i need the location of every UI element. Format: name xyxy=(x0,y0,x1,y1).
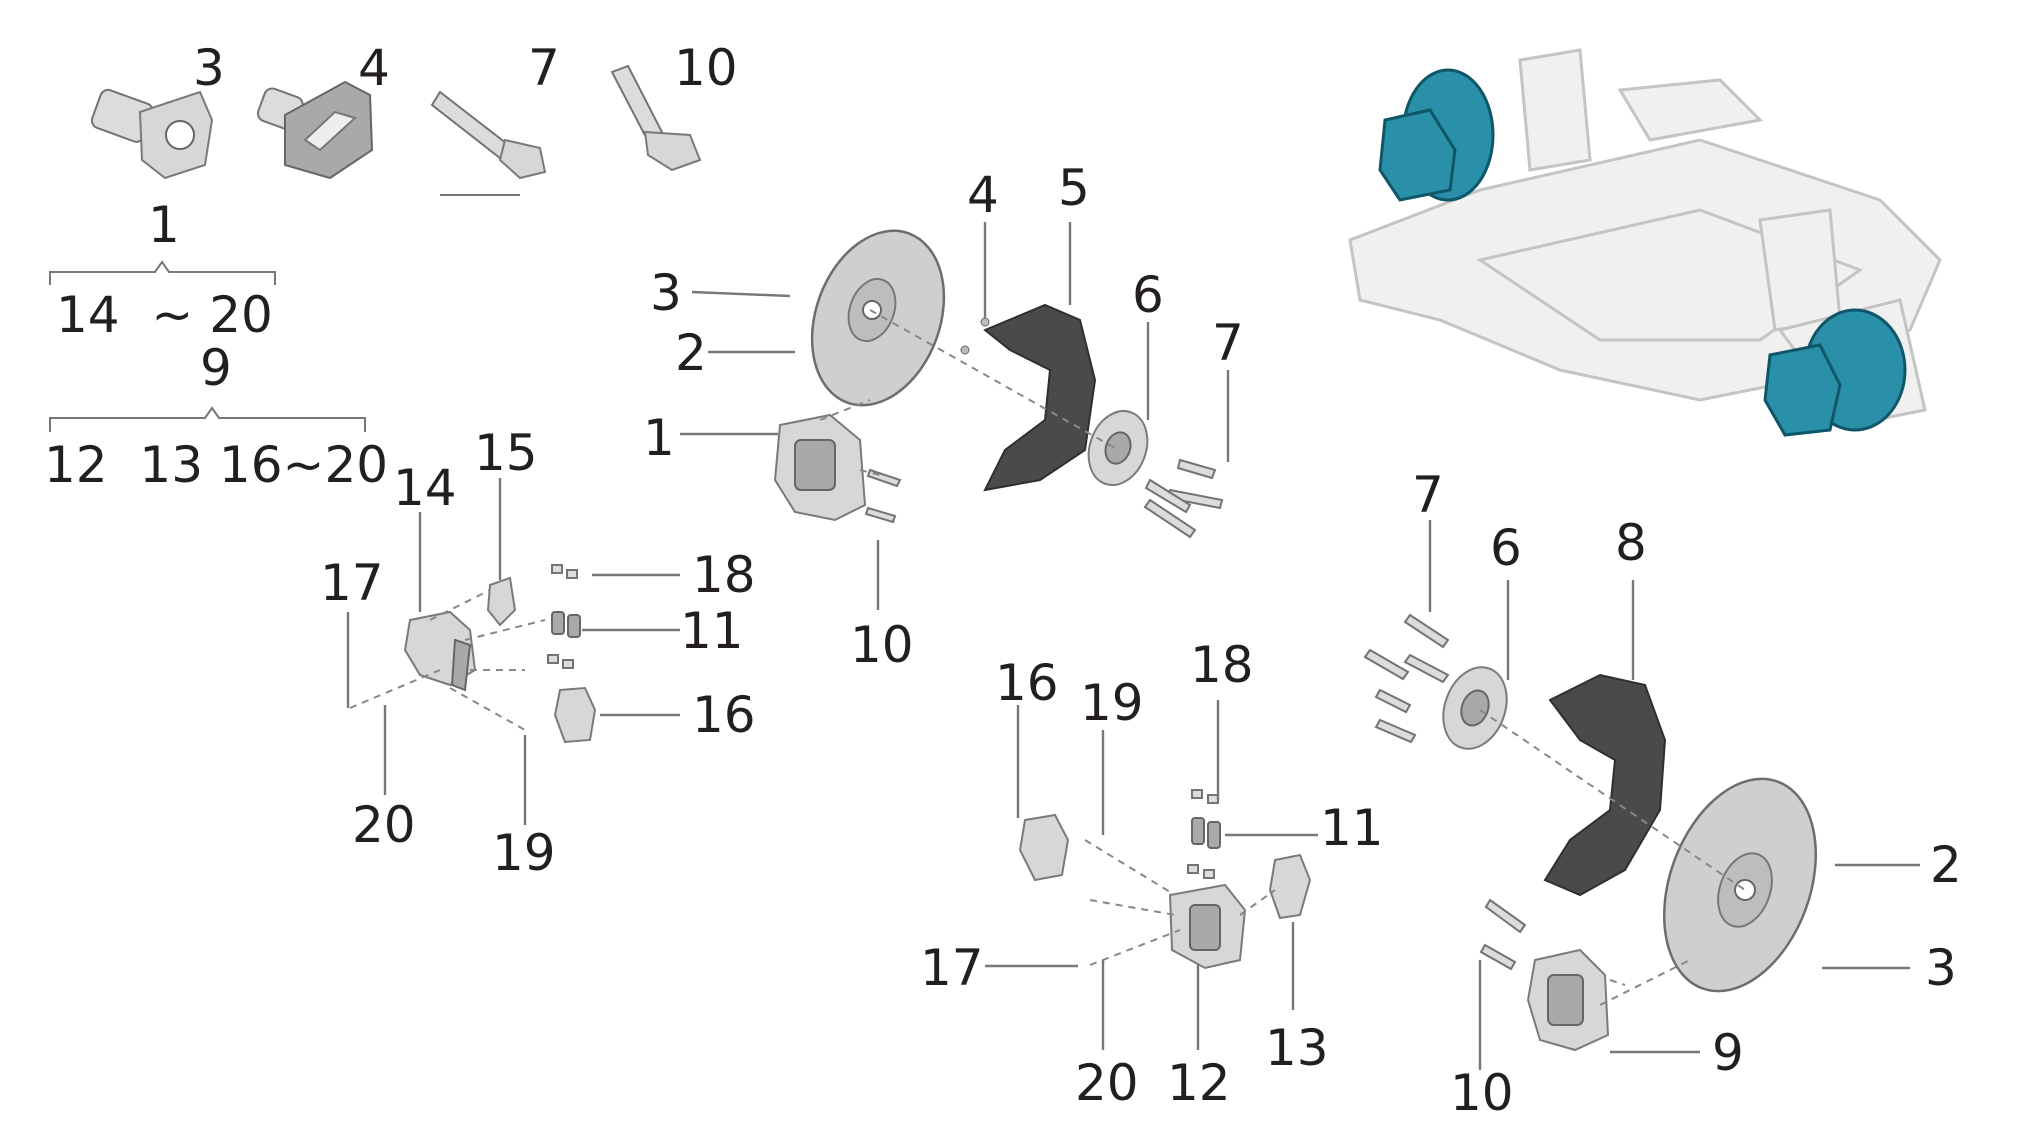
front-brake-assembly: 4 5 3 2 6 7 1 10 xyxy=(643,159,1244,674)
lcal-label-20: 20 xyxy=(352,796,416,854)
rear-label-6: 6 xyxy=(1490,519,1522,577)
lcal-label-14: 14 xyxy=(393,459,457,517)
legend-range-b: 12 13 16~20 xyxy=(44,436,388,494)
lcal-label-16: 16 xyxy=(692,686,756,744)
front-label-3: 3 xyxy=(650,264,682,322)
legend-bolt-10 xyxy=(610,64,702,172)
overview-brake-right xyxy=(1763,308,1907,437)
lcal-label-19: 19 xyxy=(492,824,556,882)
rcal-label-20: 20 xyxy=(1075,1054,1139,1112)
rear-label-9: 9 xyxy=(1712,1024,1744,1082)
subframe-overview xyxy=(1348,48,1942,437)
rear-dust-shield xyxy=(1543,673,1667,897)
rcal-label-13: 13 xyxy=(1265,1019,1329,1077)
rcal-label-12: 12 xyxy=(1167,1054,1231,1112)
front-label-7: 7 xyxy=(1212,314,1244,372)
right-clips xyxy=(1187,789,1219,879)
overview-brake-left xyxy=(1378,68,1495,202)
rear-label-8: 8 xyxy=(1615,514,1647,572)
front-label-10: 10 xyxy=(850,616,914,674)
rcal-label-19: 19 xyxy=(1080,674,1144,732)
rcal-label-17: 17 xyxy=(920,939,984,997)
rear-bolts xyxy=(1363,613,1527,971)
rcal-label-16: 16 xyxy=(995,654,1059,712)
left-caliper-exploded: 15 14 17 18 11 16 20 19 xyxy=(320,424,756,882)
rear-hub-bearing xyxy=(1442,666,1508,750)
lcal-label-15: 15 xyxy=(474,424,538,482)
rear-label-7: 7 xyxy=(1412,466,1444,524)
rear-label-10: 10 xyxy=(1450,1064,1514,1122)
front-label-1: 1 xyxy=(643,409,675,467)
right-caliper-carrier xyxy=(1268,853,1312,920)
rear-brake-assembly: 7 6 8 2 3 9 10 xyxy=(1363,466,1962,1122)
front-label-5: 5 xyxy=(1058,159,1090,217)
rcal-label-11: 11 xyxy=(1320,799,1384,857)
right-actuator xyxy=(1018,813,1070,882)
legend-label-1: 1 xyxy=(148,196,180,254)
legend-label-10: 10 xyxy=(674,39,738,97)
right-brake-pads xyxy=(1191,817,1221,849)
legend-label-3: 3 xyxy=(193,39,225,97)
front-caliper xyxy=(773,413,867,522)
legend-label-7: 7 xyxy=(528,39,560,97)
left-brake-pads xyxy=(551,611,581,638)
front-bolts xyxy=(864,317,1224,539)
front-label-6: 6 xyxy=(1132,266,1164,324)
front-label-4: 4 xyxy=(967,166,999,224)
left-caliper-carrier xyxy=(486,576,517,627)
rear-label-2: 2 xyxy=(1930,836,1962,894)
rear-caliper xyxy=(1526,948,1610,1052)
lcal-label-11: 11 xyxy=(680,602,744,660)
front-hub-bearing xyxy=(1087,410,1149,486)
left-actuator xyxy=(553,686,597,744)
rear-disc xyxy=(1662,777,1818,993)
legend-bracket-1 xyxy=(49,260,276,285)
lcal-label-17: 17 xyxy=(320,554,384,612)
legend-nut-4 xyxy=(256,80,374,180)
hardware-legend: 3 4 7 10 1 14 ~ 20 9 12 13 16~20 xyxy=(44,39,738,494)
front-label-2: 2 xyxy=(675,324,707,382)
legend-label-9: 9 xyxy=(200,339,232,397)
rcal-label-18: 18 xyxy=(1190,636,1254,694)
legend-bolt-7 xyxy=(430,90,547,196)
right-caliper-exploded: 16 19 18 11 17 13 20 12 xyxy=(920,636,1384,1112)
lcal-label-18: 18 xyxy=(692,546,756,604)
front-dust-shield xyxy=(983,303,1097,492)
rear-label-3: 3 xyxy=(1925,939,1957,997)
left-clips xyxy=(547,564,578,669)
front-disc xyxy=(810,229,946,407)
legend-range-a: 14 ~ 20 xyxy=(56,286,273,344)
legend-label-4: 4 xyxy=(358,39,390,97)
legend-bracket-9 xyxy=(49,406,366,432)
legend-bolt-3 xyxy=(90,88,214,180)
